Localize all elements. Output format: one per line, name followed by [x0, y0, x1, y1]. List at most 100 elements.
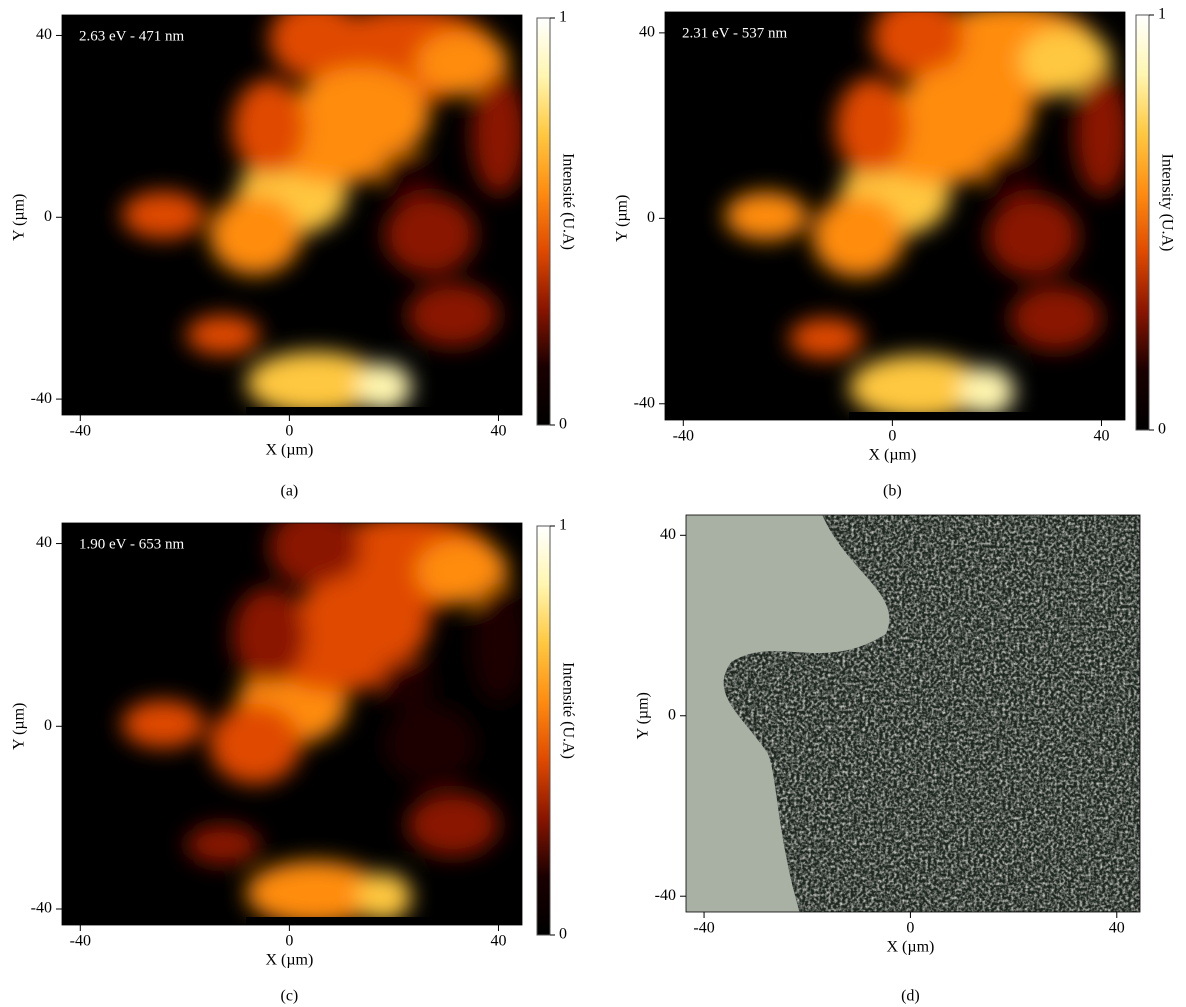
intensity-region [379, 151, 435, 199]
intensity-map [724, 12, 1125, 420]
intensity-region [209, 195, 302, 275]
plot-image [62, 15, 522, 415]
x-tick-label: -40 [70, 933, 91, 950]
intensity-region [1010, 285, 1102, 351]
colorbar-tick-label: 1 [559, 517, 567, 534]
intensity-region [416, 31, 509, 95]
y-axis-label: Y (µm) [635, 692, 652, 739]
intensity-region [849, 354, 987, 420]
x-axis-label: X (µm) [868, 447, 916, 464]
y-axis-label: Y (µm) [11, 703, 28, 750]
intensity-region [384, 195, 476, 275]
x-tick-label: 0 [285, 933, 293, 950]
panel: -40 0 40 -40 0 40 X (µm) Y (µm) (d) [635, 514, 1141, 1005]
intensity-region [881, 134, 1001, 184]
intensity-region [959, 366, 1015, 416]
x-tick-label: -40 [673, 428, 694, 445]
panel: 2.31 eV - 537 nm 0 1 Intensity (U.A) -40 0 40 -… [614, 6, 1176, 500]
caption: (a) [281, 483, 299, 500]
plot-frame [61, 14, 523, 416]
panel: 2.63 eV - 471 nm 0 1 Intensité (U.A) -40 0 40 -… [11, 9, 577, 500]
intensity-region [1074, 73, 1125, 196]
annotation: 1.90 eV - 653 nm [79, 536, 184, 552]
caption: (c) [281, 988, 299, 1005]
caption: (d) [901, 988, 920, 1005]
intensity-map [121, 523, 522, 925]
sample-texture [723, 515, 1140, 912]
colorbar [536, 17, 551, 426]
colorbar-tick-label: 0 [559, 416, 567, 433]
y-tick-label: 40 [36, 26, 52, 43]
intensity-region [356, 363, 412, 411]
y-tick-label: 40 [660, 526, 676, 543]
edge-strip [246, 917, 522, 925]
intensity-region [416, 539, 509, 604]
y-tick-label: 40 [639, 24, 655, 41]
intensity-region [835, 77, 909, 176]
intensity-region [186, 824, 260, 865]
intensity-region [121, 191, 205, 239]
intensity-region [278, 643, 398, 692]
x-tick-label: 40 [1093, 428, 1109, 445]
x-tick-label: 40 [490, 933, 506, 950]
y-tick-label: -40 [31, 900, 52, 917]
y-tick-label: -40 [655, 887, 676, 904]
intensity-region [724, 191, 808, 241]
y-tick-label: 0 [44, 717, 52, 734]
intensity-region [246, 351, 384, 415]
plot-frame [664, 11, 1126, 421]
x-tick-label: -40 [70, 423, 91, 440]
colorbar-tick-label: 0 [559, 926, 567, 943]
intensity-region [812, 195, 905, 278]
plot-image [62, 523, 522, 925]
colorbar-tick-label: 0 [1158, 421, 1166, 438]
intensity-region [471, 583, 522, 704]
colorbar [536, 525, 551, 936]
intensity-region [246, 860, 384, 925]
intensity-region [789, 318, 863, 359]
intensity-map [121, 15, 522, 415]
intensity-region [269, 523, 361, 588]
intensity-region [982, 150, 1038, 200]
intensity-region [278, 135, 398, 183]
annotation: 2.63 eV - 471 nm [79, 28, 184, 44]
colorbar-label: Intensité (U.A) [559, 153, 576, 250]
intensity-region [1019, 28, 1112, 94]
x-tick-label: 40 [490, 423, 506, 440]
x-tick-label: 40 [1109, 920, 1125, 937]
intensity-region [407, 283, 499, 347]
colorbar-tick-label: 1 [559, 9, 567, 26]
intensity-region [987, 195, 1079, 278]
x-tick-label: 0 [906, 920, 914, 937]
y-tick-label: 0 [647, 209, 655, 226]
x-axis-label: X (µm) [265, 442, 313, 459]
intensity-region [269, 15, 361, 79]
plot-image [686, 515, 1140, 912]
intensity-region [872, 12, 964, 78]
plot-frame [685, 514, 1141, 913]
edge-strip [849, 412, 1125, 420]
colorbar [1135, 14, 1150, 431]
y-tick-label: -40 [31, 390, 52, 407]
annotation: 2.31 eV - 537 nm [682, 25, 787, 41]
y-tick-label: -40 [634, 394, 655, 411]
intensity-region [471, 75, 522, 195]
intensity-region [232, 587, 306, 684]
x-tick-label: 0 [888, 428, 896, 445]
intensity-region [379, 659, 435, 708]
y-tick-label: 0 [44, 208, 52, 225]
panel: 1.90 eV - 653 nm 0 1 Intensité (U.A) -40 0 40 -… [11, 517, 577, 1005]
intensity-region [121, 699, 205, 749]
edge-strip [246, 407, 522, 415]
x-tick-label: -40 [693, 920, 714, 937]
plot-frame [61, 522, 523, 926]
x-axis-label: X (µm) [886, 939, 934, 956]
intensity-region [356, 872, 412, 921]
intensity-region [186, 315, 260, 355]
intensity-region [232, 79, 306, 175]
plot-image [665, 12, 1125, 420]
y-axis-label: Y (µm) [11, 194, 28, 241]
intensity-region [407, 792, 499, 857]
y-axis-label: Y (µm) [614, 195, 631, 242]
